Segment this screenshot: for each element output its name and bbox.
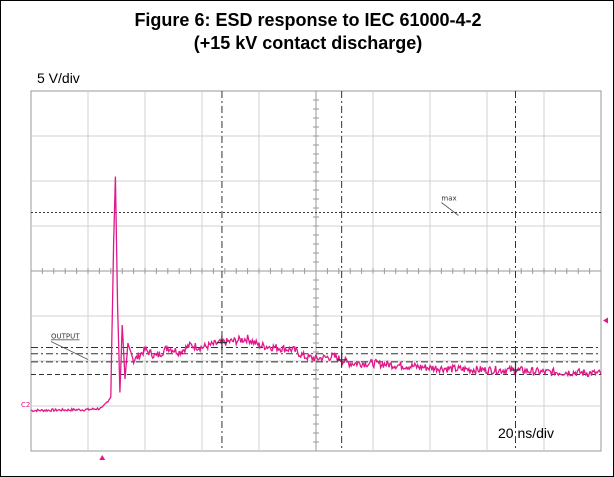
markers bbox=[50, 202, 608, 460]
output-leader-line bbox=[50, 341, 89, 360]
horizontal-scale-label: 20 ns/div bbox=[498, 425, 554, 441]
max-annotation: max bbox=[441, 195, 456, 203]
figure-title-line1: Figure 6: ESD response to IEC 61000-4-2 bbox=[134, 10, 482, 30]
grid bbox=[30, 90, 602, 452]
channel-label: C2 bbox=[21, 401, 30, 409]
trace-layer bbox=[30, 176, 602, 413]
esd-response-trace bbox=[30, 176, 602, 413]
output-annotation: OUTPUT bbox=[51, 333, 80, 341]
figure-title-line2: (+15 kV contact discharge) bbox=[193, 33, 423, 53]
max-leader-line bbox=[441, 202, 459, 216]
ch-ref-marker bbox=[603, 317, 608, 324]
trigger-marker bbox=[99, 455, 106, 460]
vertical-scale-label: 5 V/div bbox=[37, 70, 80, 86]
